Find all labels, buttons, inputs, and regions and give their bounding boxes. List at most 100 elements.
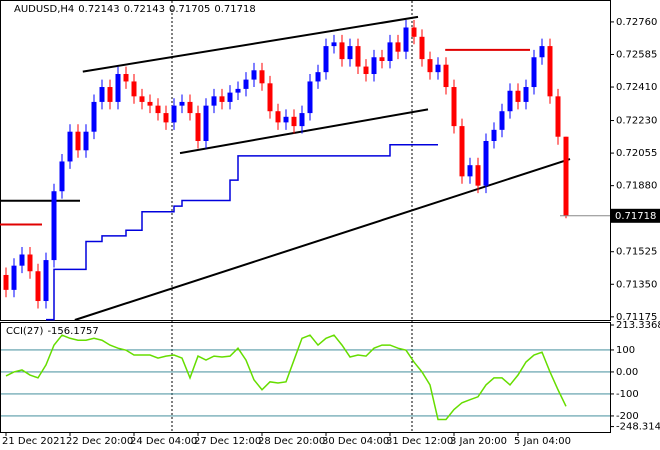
y-tick-label: 0.72410 [616,82,657,93]
candle-body [147,101,153,106]
candle-body [515,90,521,102]
x-tick-label: 5 Jan 04:00 [514,436,571,447]
candle-body [531,57,537,88]
trendline [82,15,419,73]
candle-body [243,79,249,89]
candle-body [107,87,113,102]
candle-body [331,42,337,47]
candle-body [187,101,193,114]
candle-body [235,88,241,93]
plot: 0.72760 0.72585 0.72410 0.72230 0.72055 0.718… [0,15,660,447]
x-tick-label: 3 Jan 20:00 [450,436,507,447]
candle-body [363,66,369,75]
ohlc: 0.72143 [124,4,165,15]
candle-body [523,87,529,102]
candle-body [371,57,377,75]
candle-body [483,140,489,186]
trendline [74,158,571,321]
ohlc: 0.71705 [169,4,210,15]
x-tick-label: 27 Dec 12:00 [194,436,261,447]
candle-body [219,96,225,102]
step-line [46,143,438,321]
cci-title: CCI(27) [6,326,44,337]
candle-body [323,46,329,73]
last-price-box [611,208,660,223]
candle-body [123,74,129,82]
candle-body [83,131,89,151]
candle-body [99,87,105,102]
ohlc: 0.72143 [78,4,119,15]
candle-body [283,116,289,123]
y-tick-label: 0.71175 [616,312,657,323]
candle-body [491,129,497,141]
candle-body [443,64,449,88]
candle-body [307,81,313,114]
y-tick-label: -200 [616,411,639,422]
candle-body [275,111,281,123]
candle-body [259,70,265,84]
candle-body [291,116,297,127]
candle-body [35,271,41,302]
candle-body [339,42,345,60]
candle-body [267,83,273,112]
candle-body [539,46,545,58]
x-tick-label: 24 Dec 04:00 [130,436,197,447]
candle-body [347,46,353,60]
candle-body [507,90,513,112]
candle-body [43,260,49,302]
cci-line [5,334,567,421]
candle-body [411,27,417,37]
cci-frame [0,322,611,433]
candle-body [179,101,185,106]
candle-body [299,113,305,127]
candle-body [379,57,385,61]
y-tick-label: 0.71880 [616,181,657,192]
candle-body [11,265,17,290]
main-frame [0,0,611,321]
last-price-label: 0.71718 [615,211,656,222]
candle-body [27,254,33,272]
y-tick-label: 0.71525 [616,247,657,258]
candle-body [459,126,465,177]
cci-value: -156.1757 [47,326,98,337]
candle-body [3,274,9,290]
candle-body [75,131,81,151]
candle-body [139,96,145,102]
y-tick-label: -100 [616,389,639,400]
x-tick-label: 22 Dec 20:00 [66,436,133,447]
cci-header: CCI(27) -156.1757 [6,326,99,337]
candle-body [59,161,65,192]
y-tick-label: 0.72230 [616,116,657,127]
candle-body [387,42,393,61]
y-tick-label: -248.3148 [616,422,660,433]
y-tick-label: 0.00 [616,367,638,378]
candle-body [163,113,169,123]
candle-body [251,70,257,80]
candle-body [499,111,505,130]
y-tick-label: 0.72585 [616,49,657,60]
candle-body [155,105,161,114]
candle-body [555,96,561,137]
candle-body [19,254,25,266]
candle-body [475,165,481,186]
x-tick-label: 28 Dec 20:00 [258,436,325,447]
candle-body [435,64,441,73]
candle-body [547,46,553,97]
trendline [179,108,429,155]
candle-body [395,42,401,52]
candle-body [451,87,457,127]
x-tick-label: 21 Dec 2021 [2,436,66,447]
candle-body [403,27,409,52]
candle-body [195,113,201,141]
x-tick-label: 31 Dec 12:00 [386,436,453,447]
candle-body [563,136,569,216]
candle-body [419,36,425,60]
ohlc: 0.71718 [214,4,255,15]
candle-body [315,72,321,82]
y-tick-label: 100 [616,345,635,356]
candle-body [67,131,73,162]
candle-body [203,105,209,141]
candle-body [427,59,433,73]
